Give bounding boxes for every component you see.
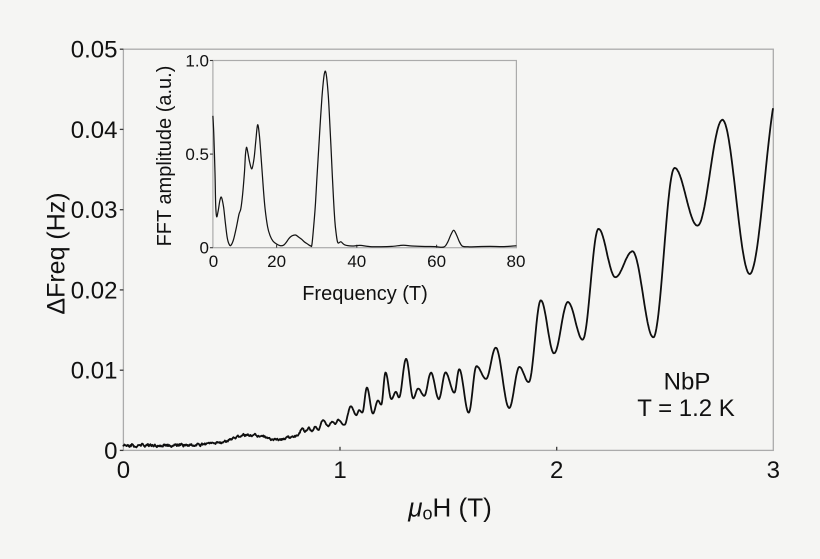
svg-text:0.05: 0.05	[71, 37, 118, 64]
svg-text:T = 1.2 K: T = 1.2 K	[637, 395, 735, 422]
svg-text:NbP: NbP	[664, 369, 711, 396]
svg-text:0.03: 0.03	[71, 197, 118, 224]
svg-text:0.02: 0.02	[71, 277, 118, 304]
svg-text:0: 0	[117, 457, 130, 484]
svg-text:μoH (T): μoH (T)	[407, 493, 491, 524]
svg-text:ΔFreq (Hz): ΔFreq (Hz)	[43, 192, 71, 314]
svg-text:FFT amplitude (a.u.): FFT amplitude (a.u.)	[154, 66, 176, 247]
svg-text:2: 2	[550, 457, 563, 484]
svg-text:Frequency (T): Frequency (T)	[302, 283, 428, 305]
svg-text:0: 0	[104, 438, 117, 465]
svg-text:3: 3	[767, 457, 780, 484]
svg-text:60: 60	[427, 252, 446, 271]
svg-text:0.5: 0.5	[185, 145, 209, 164]
svg-text:0.04: 0.04	[71, 117, 118, 144]
svg-text:0.01: 0.01	[71, 358, 118, 385]
svg-text:1.0: 1.0	[185, 51, 209, 70]
svg-text:20: 20	[267, 252, 286, 271]
svg-text:80: 80	[507, 252, 526, 271]
svg-text:40: 40	[347, 252, 366, 271]
svg-text:0: 0	[200, 239, 209, 258]
svg-text:1: 1	[333, 457, 346, 484]
svg-text:0: 0	[209, 252, 218, 271]
